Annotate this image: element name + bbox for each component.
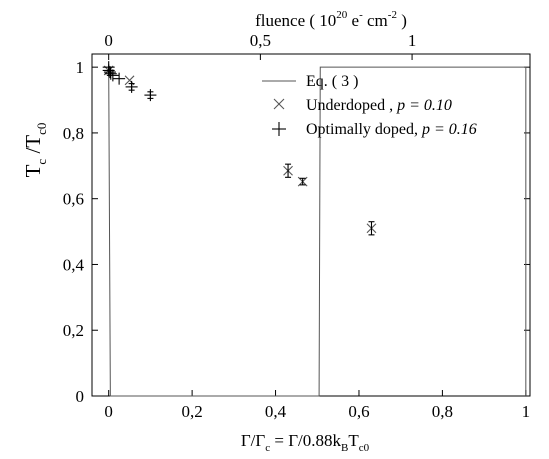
underdoped-point (297, 176, 308, 187)
y-tick-label: 1 (76, 58, 85, 77)
y-tick-label: 0,6 (63, 190, 84, 209)
x-tick-label: 1 (522, 402, 531, 421)
legend-underdoped-pre: Underdoped , (306, 97, 397, 114)
top-tick-label: 0 (104, 31, 113, 50)
x-tick-label: 0,2 (181, 402, 202, 421)
x-axis-title-sub: c (265, 442, 270, 454)
top-tick-label: 1 (408, 31, 417, 50)
top-axis-title-post: ) (397, 11, 407, 30)
y-tick-label: 0,2 (63, 321, 84, 340)
y-axis-title: Tc /Tc0 (21, 123, 49, 178)
top-axis-title-sup2: - (359, 9, 363, 21)
x-tick-label: 0,6 (348, 402, 369, 421)
x-axis-title-sub2: B (341, 442, 348, 454)
y-axis-title-main: T (21, 164, 45, 177)
y-axis-title-sub2: c0 (34, 123, 49, 135)
optimal-point (104, 67, 117, 80)
x-axis-title: Γ/Γc = Γ/0.88kBTc0 (241, 431, 370, 454)
x-tick-label: 0,8 (432, 402, 453, 421)
optimal-point (144, 89, 157, 102)
legend-optimal-pre: Optimally doped, (306, 121, 422, 138)
y-axis-title-slash: /T (21, 135, 45, 159)
underdoped-point (283, 163, 293, 178)
y-axis-title-sub: c (34, 159, 49, 165)
legend-optimal-p: p = 0.16 (421, 121, 477, 138)
data-marks (102, 61, 377, 236)
legend-underdoped-label: Underdoped , p = 0.10 (306, 97, 452, 114)
top-axis-title-mid: e (347, 11, 359, 30)
top-axis-title-sup3: -2 (388, 9, 397, 21)
legend-x-marker (273, 98, 285, 110)
legend-eq-label: Eq. ( 3 ) (306, 73, 358, 90)
top-axis-title-pre: fluence ( 10 (255, 11, 336, 30)
optimal-point (106, 69, 119, 82)
x-axis-title-sub3: c0 (359, 442, 370, 454)
underdoped-point (366, 221, 377, 236)
ticks (92, 54, 530, 397)
tick-labels: 0 0,2 0,4 0,6 0,8 10 0,5 100,20,40,60,81 (63, 31, 530, 421)
x-axis-title-main: Γ/Γ (241, 431, 266, 450)
x-axis-title-rest2: T (348, 431, 359, 450)
optimal-point (113, 72, 126, 85)
top-axis-title-mid2: cm (363, 11, 388, 30)
y-tick-label: 0 (76, 387, 85, 406)
y-tick-label: 0,8 (63, 124, 84, 143)
optimal-point (125, 80, 138, 93)
x-tick-label: 0,4 (265, 402, 287, 421)
top-tick-label: 0,5 (250, 31, 271, 50)
legend-plus-marker (272, 122, 286, 136)
top-axis-title: fluence ( 1020 e- cm-2 ) (255, 9, 407, 30)
optimal-point (103, 66, 116, 79)
legend: Eq. ( 3 ) Underdoped , p = 0.10 Optimall… (262, 73, 477, 138)
top-axis-title-sup: 20 (336, 9, 348, 21)
y-tick-label: 0,4 (63, 255, 85, 274)
eq3-curve (108, 66, 527, 397)
x-axis-title-rest: = Γ/0.88k (270, 431, 341, 450)
legend-underdoped-p: p = 0.10 (396, 97, 452, 114)
x-tick-label: 0 (104, 402, 113, 421)
x-mark-stroke (124, 75, 135, 86)
legend-optimal-label: Optimally doped, p = 0.16 (306, 121, 477, 138)
